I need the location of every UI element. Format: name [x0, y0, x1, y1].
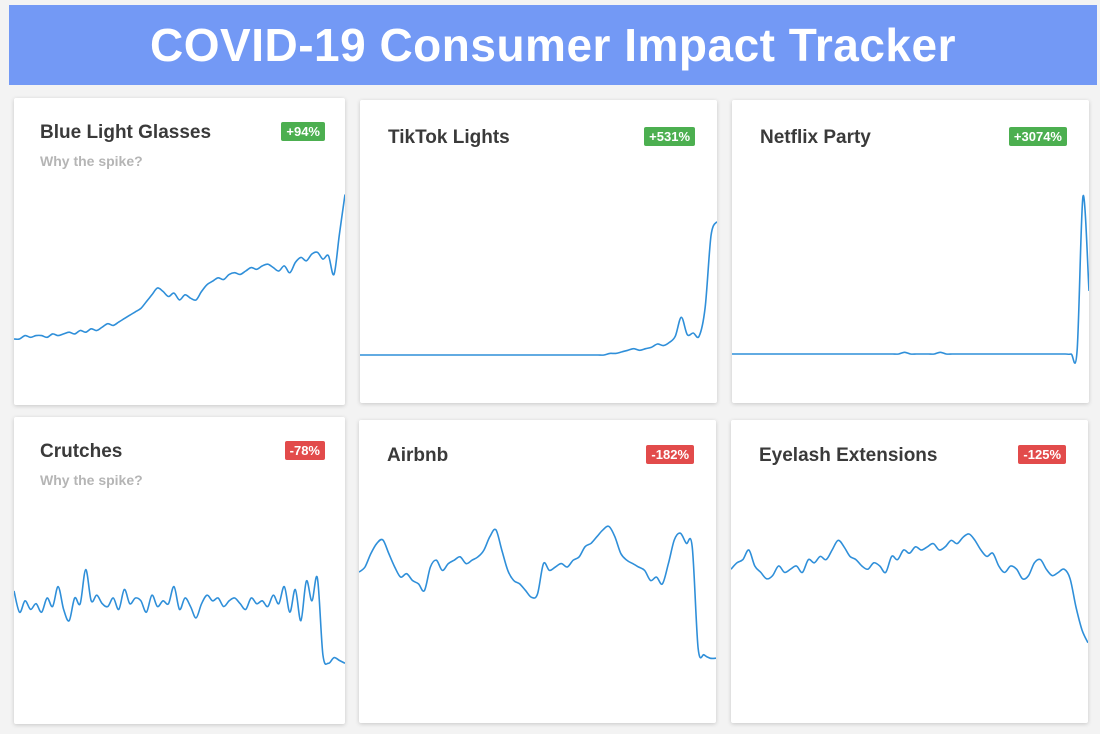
line-chart: [731, 533, 1088, 644]
card-subtitle-link[interactable]: Why the spike?: [40, 472, 143, 488]
series-line: [360, 221, 717, 356]
chart-card: Crutches Why the spike? -78%: [14, 417, 345, 724]
card-title: Blue Light Glasses: [40, 122, 212, 143]
change-badge: +531%: [644, 127, 695, 146]
card-title: Eyelash Extensions: [759, 445, 938, 466]
card-title: Airbnb: [387, 445, 449, 466]
chart-card: Blue Light Glasses Why the spike? +94%: [14, 98, 345, 405]
series-line: [359, 525, 716, 660]
change-badge: -125%: [1018, 445, 1066, 464]
change-badge: -78%: [284, 441, 325, 460]
change-badge: -182%: [646, 445, 694, 464]
series-line: [14, 568, 345, 665]
page-title: COVID-19 Consumer Impact Tracker: [150, 19, 956, 71]
series-line: [732, 195, 1089, 364]
change-badge: +94%: [281, 122, 325, 141]
chart-card: Eyelash Extensions -125%: [731, 420, 1088, 723]
line-chart: [360, 221, 717, 356]
chart-card: Netflix Party +3074%: [732, 100, 1089, 403]
series-line: [731, 533, 1088, 644]
card-title: TikTok Lights: [388, 127, 510, 148]
header-banner: COVID-19 Consumer Impact Tracker: [9, 5, 1097, 85]
chart-card: Airbnb -182%: [359, 420, 716, 723]
line-chart: [359, 525, 716, 660]
chart-card: TikTok Lights +531%: [360, 100, 717, 403]
card-title: Netflix Party: [760, 127, 871, 148]
line-chart: [14, 194, 345, 341]
line-chart: [732, 195, 1089, 364]
change-badge: +3074%: [1008, 127, 1067, 146]
card-subtitle-link[interactable]: Why the spike?: [40, 153, 143, 169]
line-chart: [14, 568, 345, 665]
card-title: Crutches: [40, 441, 123, 462]
series-line: [14, 194, 345, 341]
